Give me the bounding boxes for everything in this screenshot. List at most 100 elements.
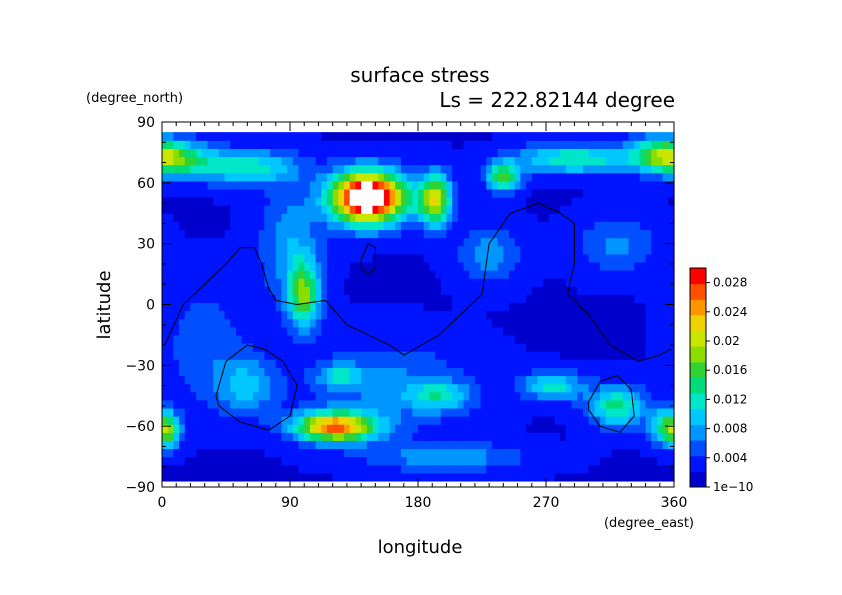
heatmap-cell — [258, 270, 265, 279]
heatmap-cell — [230, 132, 237, 141]
heatmap-cell — [531, 197, 539, 206]
heatmap-cell — [304, 270, 311, 279]
heatmap-cell — [167, 391, 174, 401]
heatmap-cell — [429, 440, 436, 450]
heatmap-cell — [321, 205, 328, 214]
colorbar-tick-label: 1e−10 — [713, 480, 753, 494]
heatmap-cell — [383, 416, 391, 425]
heatmap-cell — [622, 383, 630, 393]
heatmap-cell — [440, 261, 448, 271]
heatmap-cell — [201, 237, 209, 247]
heatmap-cell — [446, 172, 453, 182]
heatmap-cell — [196, 172, 203, 182]
heatmap-cell — [554, 367, 561, 377]
heatmap-cell — [423, 286, 430, 295]
heatmap-cell — [622, 221, 630, 231]
heatmap-cell — [656, 197, 664, 206]
heatmap-cell — [639, 432, 647, 441]
heatmap-cell — [628, 237, 635, 247]
heatmap-cell — [400, 294, 408, 304]
heatmap-cell — [218, 213, 226, 222]
heatmap-cell — [372, 213, 379, 222]
heatmap-cell — [520, 391, 527, 401]
heatmap-cell — [600, 359, 607, 368]
heatmap-cell — [332, 213, 339, 222]
heatmap-cell — [440, 278, 448, 287]
heatmap-cell — [167, 383, 174, 393]
heatmap-cell — [548, 188, 556, 198]
heatmap-cell — [486, 391, 493, 401]
heatmap-cell — [224, 440, 231, 450]
heatmap-cell — [588, 399, 595, 409]
heatmap-cell — [332, 334, 339, 344]
heatmap-cell — [389, 270, 396, 279]
heatmap-cell — [446, 432, 453, 441]
heatmap-cell — [179, 407, 186, 417]
heatmap-cell — [173, 253, 180, 263]
heatmap-cell — [389, 416, 396, 425]
heatmap-cell — [230, 205, 237, 214]
heatmap-cell — [355, 326, 362, 336]
heatmap-cell — [429, 399, 436, 409]
heatmap-cell — [611, 399, 618, 409]
heatmap-cell — [543, 180, 550, 190]
heatmap-cell — [554, 261, 561, 271]
heatmap-cell — [651, 164, 658, 174]
heatmap-cell — [548, 407, 556, 417]
heatmap-cell — [321, 351, 328, 360]
heatmap-cell — [258, 164, 265, 174]
heatmap-cell — [554, 440, 561, 450]
heatmap-cell — [281, 148, 288, 158]
heatmap-cell — [406, 334, 413, 344]
heatmap-cell — [383, 464, 391, 474]
heatmap-cell — [662, 237, 669, 247]
heatmap-cell — [173, 424, 180, 433]
heatmap-cell — [480, 245, 487, 255]
heatmap-cell — [611, 407, 618, 417]
heatmap-cell — [662, 318, 669, 328]
heatmap-cell — [378, 294, 385, 304]
heatmap-cell — [452, 164, 459, 174]
heatmap-cell — [406, 448, 413, 458]
heatmap-cell — [315, 448, 322, 458]
heatmap-cell — [622, 294, 630, 304]
heatmap-cell — [588, 197, 595, 206]
heatmap-cell — [207, 424, 214, 433]
heatmap-cell — [361, 172, 368, 182]
heatmap-cell — [270, 213, 277, 222]
heatmap-cell — [634, 221, 641, 231]
heatmap-cell — [207, 245, 214, 255]
heatmap-cell — [275, 343, 283, 352]
heatmap-cell — [457, 440, 465, 450]
heatmap-cell — [162, 424, 169, 433]
heatmap-cell — [588, 270, 595, 279]
heatmap-cell — [201, 440, 209, 450]
heatmap-cell — [565, 416, 573, 425]
heatmap-cell — [622, 456, 630, 466]
heatmap-cell — [321, 213, 328, 222]
heatmap-cell — [253, 440, 260, 450]
heatmap-cell — [406, 253, 413, 263]
heatmap-cell — [264, 472, 271, 482]
heatmap-cell — [338, 383, 345, 393]
heatmap-cell — [224, 424, 231, 433]
heatmap-cell — [298, 424, 305, 433]
heatmap-cell — [201, 391, 209, 401]
heatmap-cell — [264, 245, 271, 255]
heatmap-cell — [594, 440, 601, 450]
heatmap-cell — [486, 440, 493, 450]
heatmap-cell — [304, 416, 311, 425]
heatmap-cell — [520, 383, 527, 393]
heatmap-cell — [463, 407, 470, 417]
heatmap-cell — [207, 310, 214, 320]
heatmap-cell — [383, 172, 391, 182]
heatmap-cell — [628, 367, 635, 377]
heatmap-cell — [264, 424, 271, 433]
heatmap-cell — [321, 359, 328, 368]
heatmap-cell — [270, 156, 277, 166]
heatmap-cell — [167, 197, 174, 206]
heatmap-cell — [651, 270, 658, 279]
heatmap-cell — [247, 294, 254, 304]
heatmap-cell — [480, 221, 487, 231]
heatmap-cell — [196, 229, 203, 239]
